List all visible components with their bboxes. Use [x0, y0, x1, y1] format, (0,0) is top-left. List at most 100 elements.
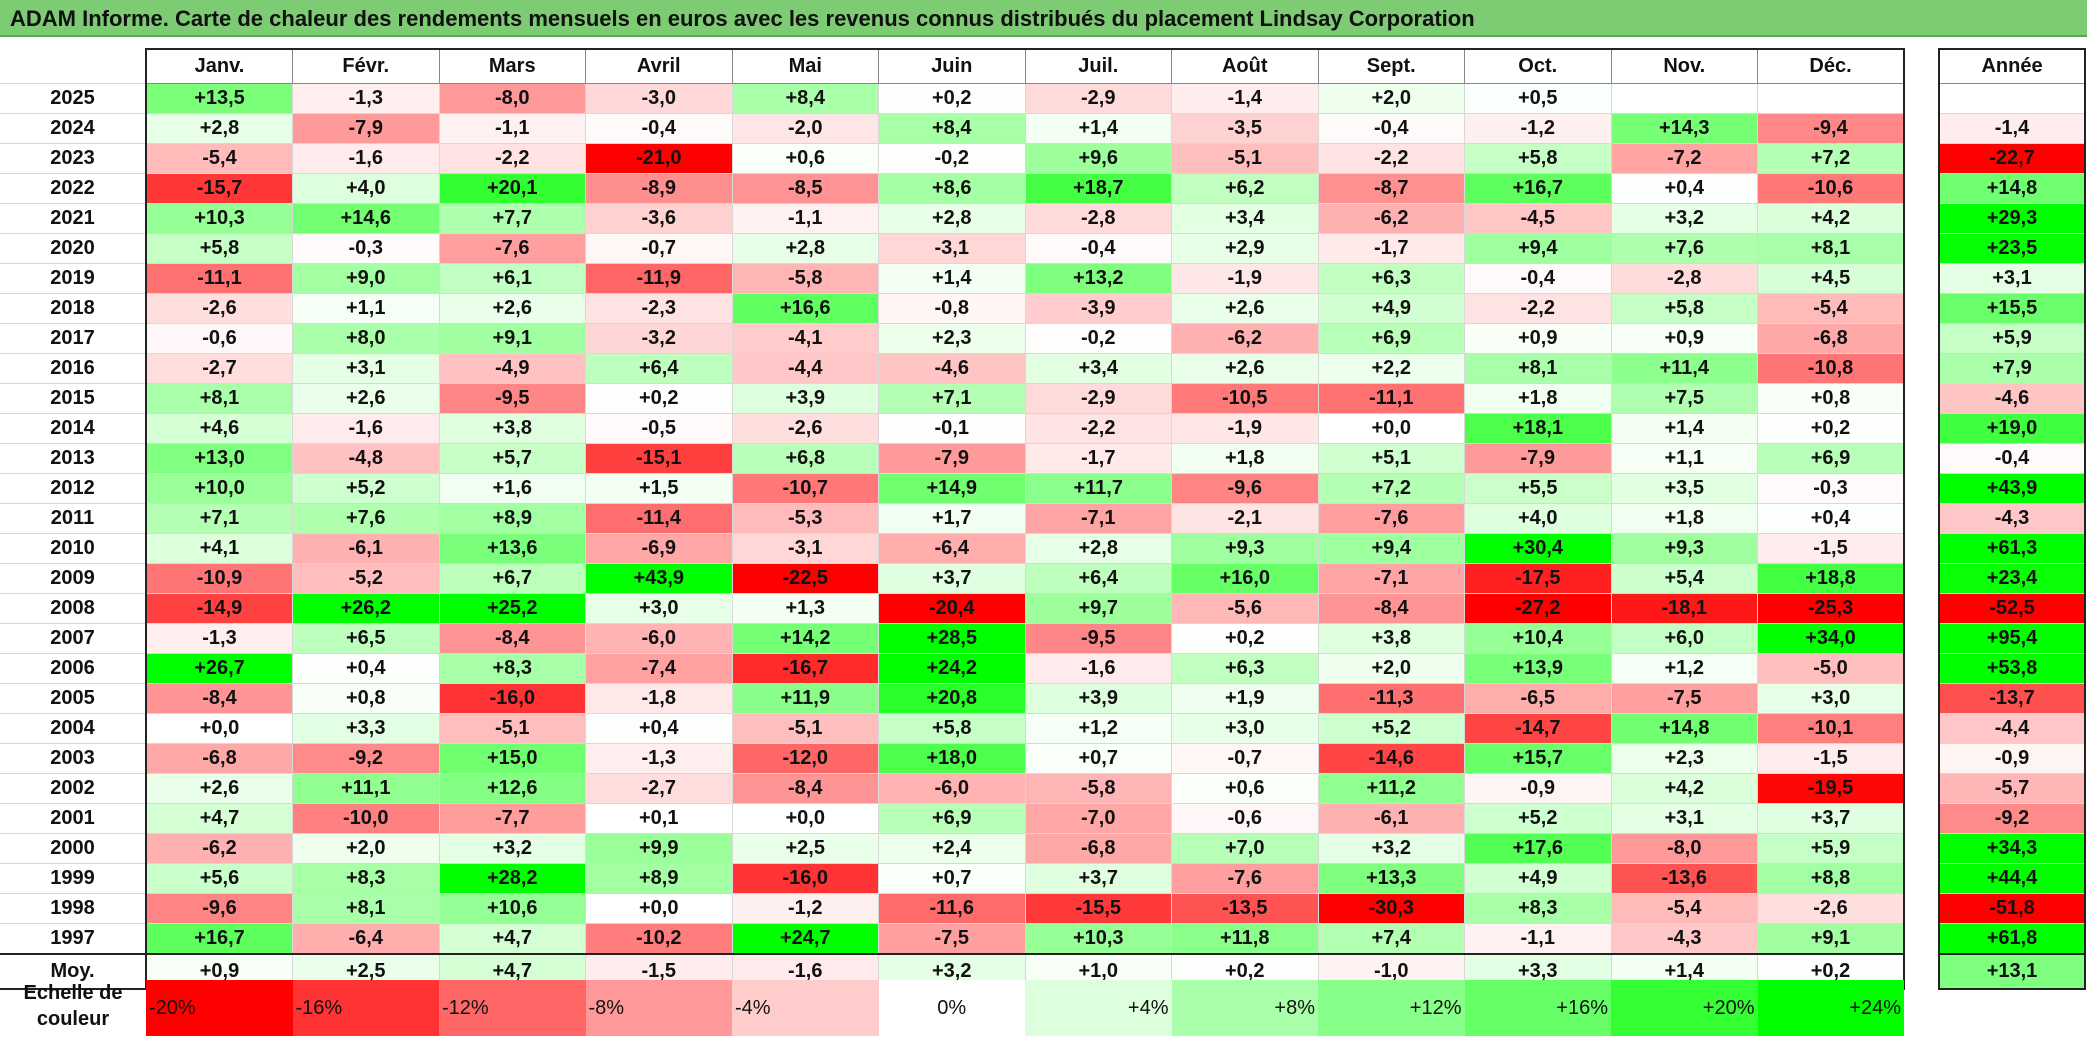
heatmap-cell: -7,9	[878, 443, 1026, 474]
year-label: 2020	[0, 233, 147, 264]
month-header: Mars	[438, 48, 586, 84]
annual-header: Année	[1938, 48, 2086, 84]
month-header: Juin	[878, 48, 1026, 84]
heatmap-cell: -1,1	[1464, 923, 1612, 955]
annual-row: -0,4	[1938, 443, 2086, 474]
heatmap-cell: +6,0	[1610, 623, 1758, 654]
heatmap-cell: +9,6	[1024, 143, 1172, 174]
heatmap-cell: +5,2	[292, 473, 440, 504]
heatmap-cell: +3,1	[1610, 803, 1758, 834]
color-scale-swatch: +12%	[1318, 980, 1465, 1036]
heatmap-cell: +13,5	[145, 83, 293, 114]
heatmap-cell: +7,5	[1610, 383, 1758, 414]
heatmap-cell: +6,3	[1317, 263, 1465, 294]
annual-row	[1938, 83, 2086, 114]
color-scale-swatch: -4%	[732, 980, 879, 1036]
month-header: Sept.	[1317, 48, 1465, 84]
heatmap-cell: -0,5	[585, 413, 733, 444]
heatmap-cell: -7,1	[1024, 503, 1172, 534]
year-label: 2006	[0, 653, 147, 684]
heatmap-cell: +3,8	[438, 413, 586, 444]
heatmap-cell: -0,3	[1757, 473, 1905, 504]
heatmap-cell: +14,9	[878, 473, 1026, 504]
year-label: 2007	[0, 623, 147, 654]
year-row: 2008 -14,9 +26,2 +25,2 +3,0 +1,3 -20,4 +9,7 -5,6…	[0, 593, 1905, 624]
heatmap-cell: +0,2	[1757, 413, 1905, 444]
month-header: Déc.	[1757, 48, 1905, 84]
heatmap-cell: +16,0	[1171, 563, 1319, 594]
heatmap-cell: -7,9	[1464, 443, 1612, 474]
heatmap-cell: -2,7	[145, 353, 293, 384]
heatmap-cell: -1,3	[292, 83, 440, 114]
heatmap-cell: -10,5	[1171, 383, 1319, 414]
heatmap-cell: -3,0	[585, 83, 733, 114]
annual-row: -4,4	[1938, 713, 2086, 744]
heatmap-cell: -10,0	[292, 803, 440, 834]
heatmap-cell: +1,2	[1024, 713, 1172, 744]
year-label: 2011	[0, 503, 147, 534]
heatmap-cell: +11,8	[1171, 923, 1319, 955]
heatmap-cell: +8,1	[145, 383, 293, 414]
heatmap-cell: -5,4	[1757, 293, 1905, 324]
year-row: 2023 -5,4 -1,6 -2,2 -21,0 +0,6 -0,2 +9,6 -5,1 -2,…	[0, 143, 1905, 174]
heatmap-cell: +28,2	[438, 863, 586, 894]
color-scale-swatch: -16%	[292, 980, 439, 1036]
heatmap-cell: -1,7	[1024, 443, 1172, 474]
year-row: 1998 -9,6 +8,1 +10,6 +0,0 -1,2 -11,6 -15,5 -13,5…	[0, 893, 1905, 924]
heatmap-cell: +18,7	[1024, 173, 1172, 204]
heatmap-cell: -1,3	[585, 743, 733, 774]
header-corner	[0, 49, 147, 84]
heatmap-cell: +2,8	[878, 203, 1026, 234]
color-scale-label-line2: couleur	[36, 1008, 110, 1030]
heatmap-cell: +34,0	[1757, 623, 1905, 654]
annual-row: -4,6	[1938, 383, 2086, 414]
heatmap-cell: +10,3	[145, 203, 293, 234]
heatmap-cell: +3,9	[1024, 683, 1172, 714]
heatmap-cell: +10,6	[438, 893, 586, 924]
heatmap-cell: +4,5	[1757, 263, 1905, 294]
year-label: 2018	[0, 293, 147, 324]
heatmap-cell: -5,8	[1024, 773, 1172, 804]
year-row: 2019 -11,1 +9,0 +6,1 -11,9 -5,8 +1,4 +13,2 -1,9 +…	[0, 263, 1905, 294]
heatmap-cell: +11,2	[1317, 773, 1465, 804]
heatmap-cell: -21,0	[585, 143, 733, 174]
heatmap-cell: -6,4	[878, 533, 1026, 564]
heatmap-cell: -17,5	[1464, 563, 1612, 594]
heatmap-cell: -22,5	[731, 563, 879, 594]
heatmap-cell: +7,1	[878, 383, 1026, 414]
year-label: 2009	[0, 563, 147, 594]
heatmap-cell: +0,9	[1610, 323, 1758, 354]
heatmap-cell: -2,3	[585, 293, 733, 324]
annual-cell: +3,1	[1938, 263, 2086, 294]
month-header: Oct.	[1464, 48, 1612, 84]
heatmap-cell: -15,5	[1024, 893, 1172, 924]
heatmap-cell: +24,2	[878, 653, 1026, 684]
color-scale-swatch: -12%	[439, 980, 586, 1036]
year-row: 2004 +0,0 +3,3 -5,1 +0,4 -5,1 +5,8 +1,2 +3,0 +5,2…	[0, 713, 1905, 744]
heatmap-cell: +5,2	[1317, 713, 1465, 744]
color-scale-label-line1: Echelle de	[23, 982, 123, 1004]
heatmap-cell: -2,0	[731, 113, 879, 144]
heatmap-cell: +18,0	[878, 743, 1026, 774]
heatmap-cell: -11,4	[585, 503, 733, 534]
color-scale-swatch: +24%	[1757, 980, 1904, 1036]
heatmap-cell: +1,8	[1610, 503, 1758, 534]
heatmap-cell: +0,0	[1317, 413, 1465, 444]
heatmap-cell: -2,2	[1024, 413, 1172, 444]
heatmap-cell: +5,8	[1464, 143, 1612, 174]
heatmap-cell: -10,1	[1757, 713, 1905, 744]
heatmap-cell: -1,9	[1171, 263, 1319, 294]
heatmap-cell: +4,6	[145, 413, 293, 444]
heatmap-cell: +9,1	[1757, 923, 1905, 955]
heatmap-cell: -0,6	[1171, 803, 1319, 834]
annual-row: +61,8	[1938, 923, 2086, 955]
month-header: Avril	[585, 48, 733, 84]
heatmap-cell: +16,7	[1464, 173, 1612, 204]
heatmap-cell: +1,2	[1610, 653, 1758, 684]
heatmap-cell: +4,7	[145, 803, 293, 834]
heatmap-cell: +0,8	[1757, 383, 1905, 414]
year-row: 2014 +4,6 -1,6 +3,8 -0,5 -2,6 -0,1 -2,2 -1,9 +0,0…	[0, 413, 1905, 444]
heatmap-cell: -1,5	[1757, 533, 1905, 564]
heatmap-cell: +0,1	[585, 803, 733, 834]
heatmap-cell: -1,6	[1024, 653, 1172, 684]
